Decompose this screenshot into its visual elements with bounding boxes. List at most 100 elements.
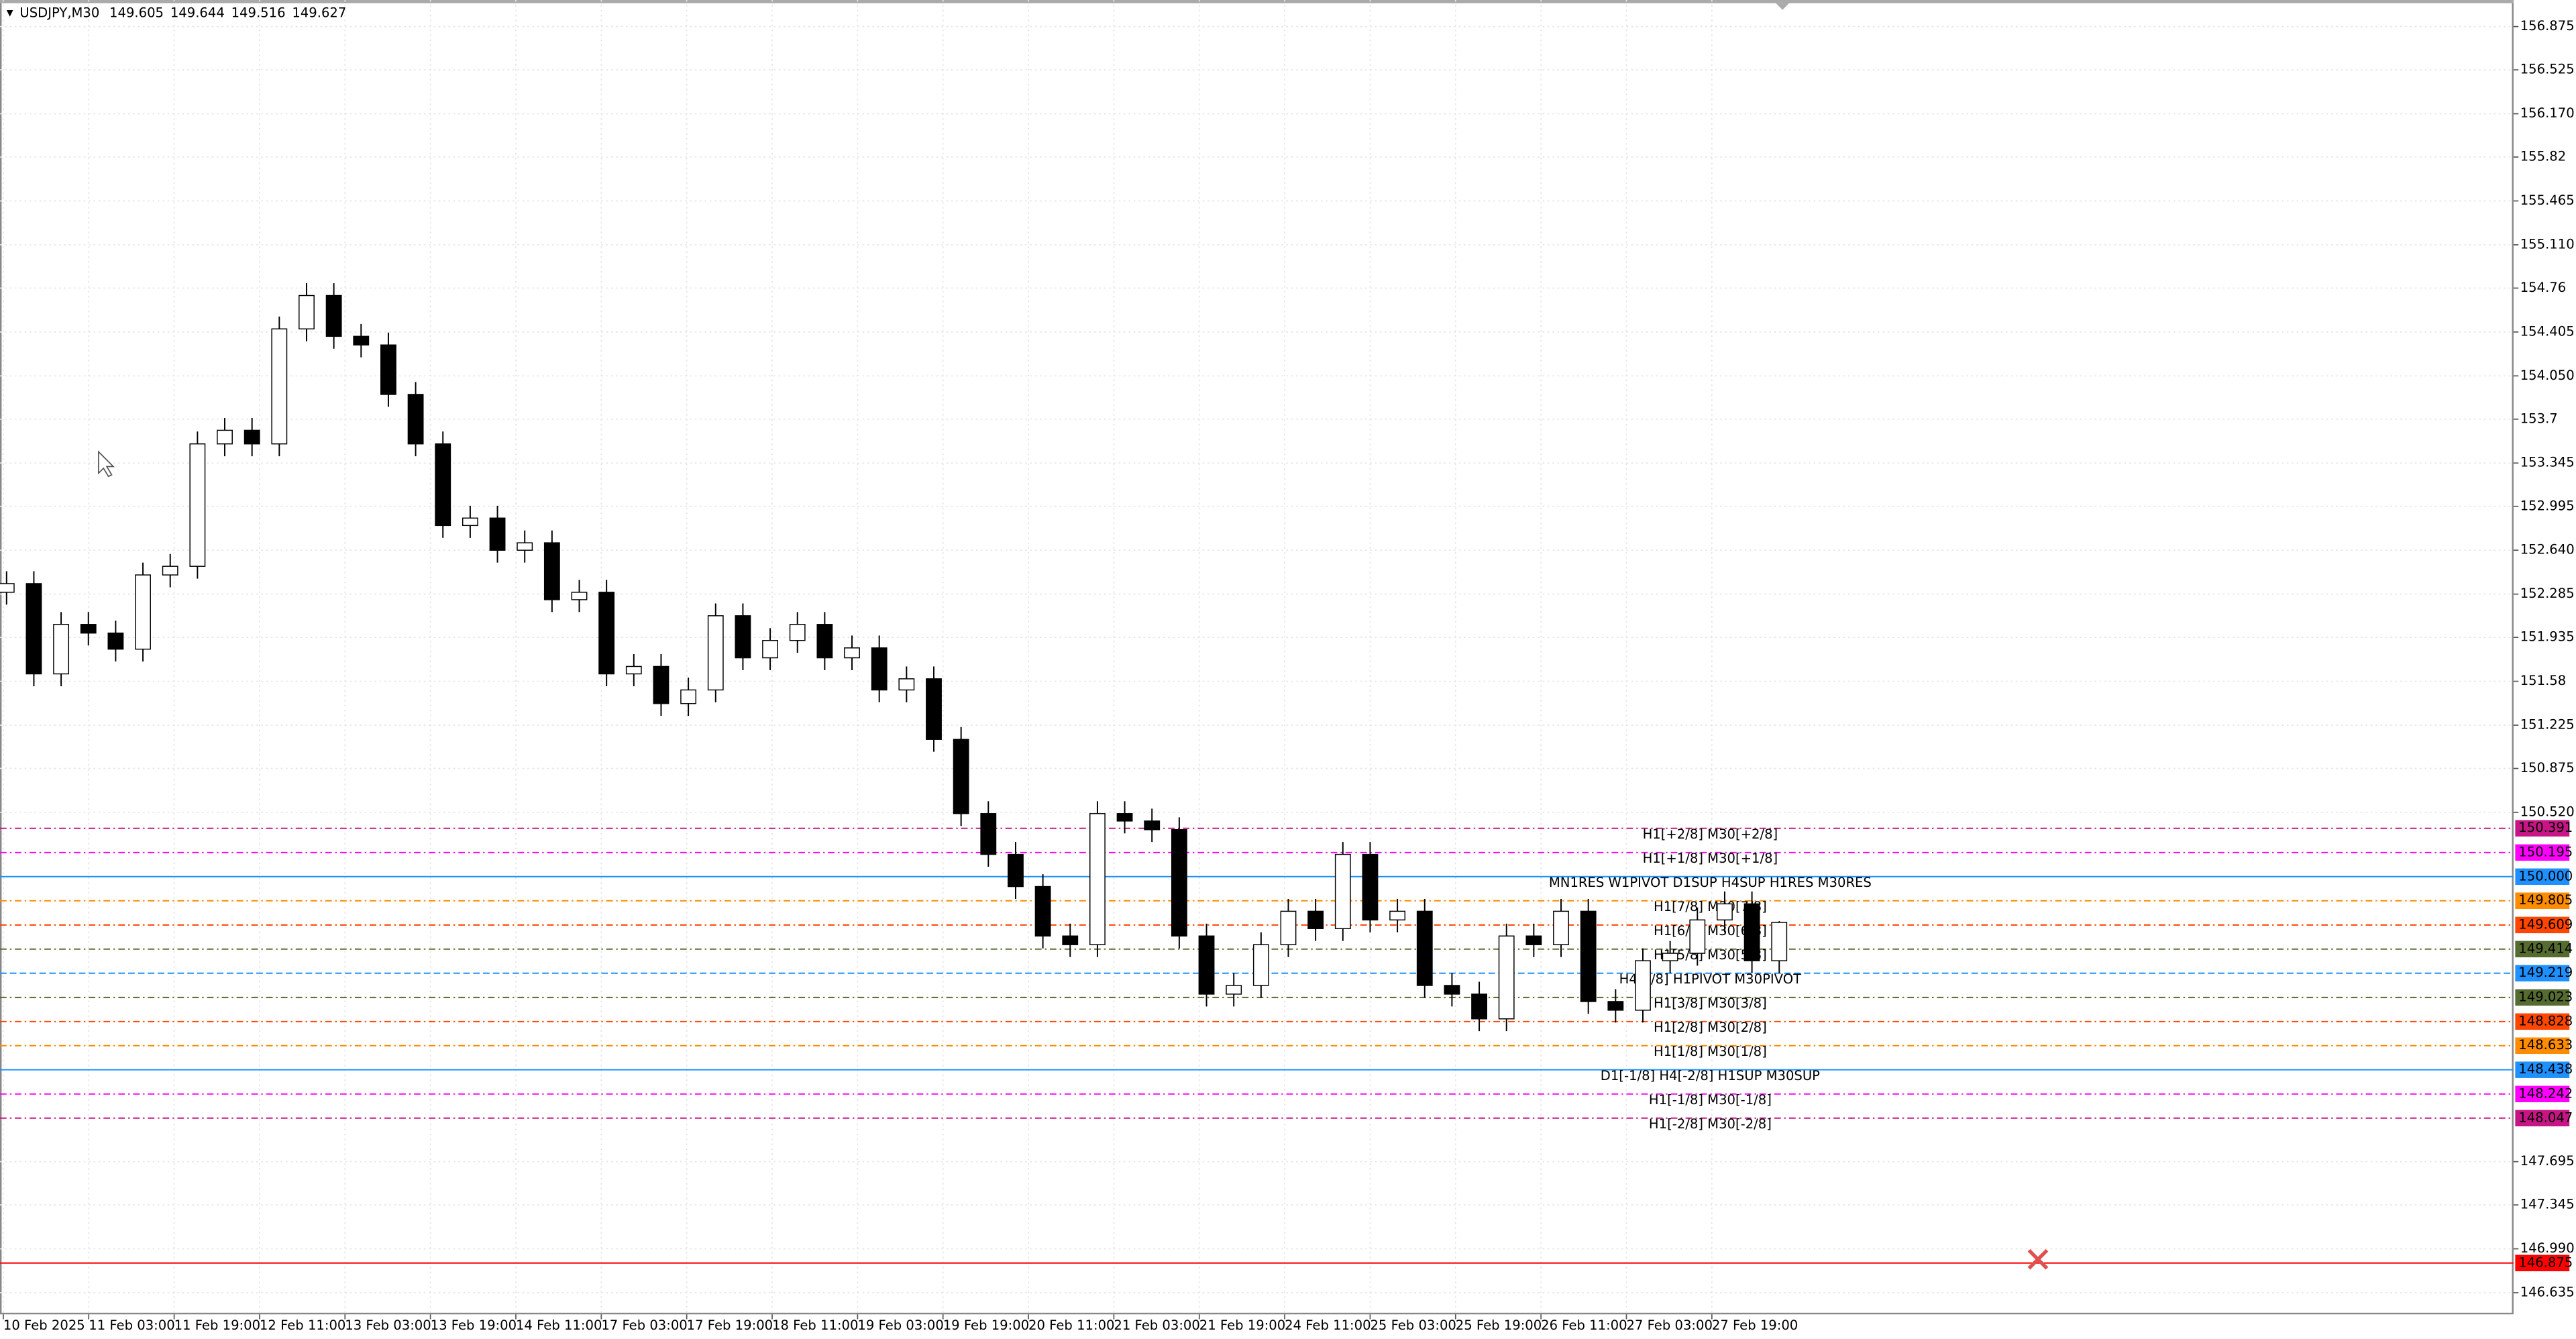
candle-body — [1252, 944, 1269, 986]
candle-body — [1307, 910, 1324, 929]
candle-body — [1416, 910, 1433, 986]
axes: 156.875 156.525 156.170 155.82 155.465 155.11… — [3, 18, 2575, 1333]
price-badge-label: 148.242 — [2518, 1085, 2573, 1101]
candle-body — [1280, 910, 1297, 945]
price-badge-label: 148.828 — [2518, 1013, 2573, 1028]
price-badge — [2515, 820, 2570, 837]
candle-body — [898, 678, 915, 691]
candle-body — [217, 429, 233, 445]
y-tick-label: 153.7 — [2520, 411, 2558, 426]
candles — [0, 283, 1788, 1032]
x-tick-label: 21 Feb 03:00 — [1114, 1318, 1199, 1333]
y-tick-label: 154.405 — [2520, 323, 2575, 339]
level-label: H1[-1/8] M30[-1/8] — [1649, 1092, 1772, 1108]
price-badge — [2515, 916, 2570, 934]
candle-body — [789, 624, 806, 641]
price-badge-label: 148.633 — [2518, 1037, 2573, 1053]
price-badge-label: 150.000 — [2518, 868, 2573, 883]
candle-body — [1471, 994, 1487, 1020]
candle-body — [135, 574, 151, 650]
level-label: H1[6/8] M30[6/8] — [1654, 923, 1767, 939]
candle-body — [1525, 935, 1542, 945]
x-tick-label: 20 Feb 11:00 — [1028, 1318, 1114, 1333]
candle-body — [1689, 919, 1706, 954]
price-badge — [2515, 844, 2570, 861]
y-tick-label: 150.875 — [2520, 760, 2575, 775]
price-badge-label: 149.609 — [2518, 916, 2573, 932]
candle-body — [844, 647, 860, 659]
candle-body — [762, 640, 778, 659]
close-marker[interactable] — [2027, 1248, 2049, 1270]
candle-body — [571, 592, 588, 600]
candle-body — [1580, 910, 1597, 1002]
candle-body — [517, 542, 533, 551]
header-arrow: ▾ — [7, 5, 13, 20]
candle-body — [980, 813, 997, 855]
level-label: H1[+1/8] M30[+1/8] — [1643, 851, 1778, 866]
price-badge — [2515, 1061, 2570, 1078]
candle-body — [1144, 820, 1161, 831]
candle-body — [653, 665, 669, 704]
price-badge — [2515, 1254, 2570, 1272]
level-label: D1[-1/8] H4[-2/8] H1SUP M30SUP — [1601, 1068, 1820, 1083]
level-label: H1[+2/8] M30[+2/8] — [1643, 826, 1778, 842]
price-badge-label: 148.047 — [2518, 1110, 2573, 1125]
level-label: H1[-2/8] M30[-2/8] — [1649, 1116, 1772, 1132]
candle-body — [489, 517, 506, 551]
x-tick-label: 19 Feb 19:00 — [943, 1318, 1029, 1333]
price-badge — [2515, 941, 2570, 958]
price-badge-label: 149.219 — [2518, 965, 2573, 980]
x-tick-label: 25 Feb 19:00 — [1456, 1318, 1542, 1333]
y-tick-label: 147.695 — [2520, 1153, 2575, 1169]
y-tick-label: 154.050 — [2520, 368, 2575, 383]
x-tick-label: 17 Feb 19:00 — [687, 1318, 773, 1333]
candle-body — [1717, 903, 1733, 921]
candle-body — [1362, 853, 1379, 921]
x-tick-label: 12 Feb 11:00 — [260, 1318, 345, 1333]
price-badge-label: 150.391 — [2518, 820, 2573, 835]
price-badge-label: 148.438 — [2518, 1061, 2573, 1077]
price-badge — [2515, 1037, 2570, 1054]
candle-body — [380, 344, 396, 395]
candle-body — [598, 592, 615, 675]
candle-body — [1171, 829, 1187, 936]
price-badge — [2515, 965, 2570, 981]
candle-body — [244, 429, 260, 445]
quote-low: 149.516 — [231, 5, 286, 20]
candle-body — [407, 394, 424, 445]
price-badge — [2515, 892, 2570, 909]
level-label: H1[5/8] M30[5/8] — [1654, 947, 1767, 963]
x-tick-label: 21 Feb 19:00 — [1199, 1318, 1285, 1333]
level-label: MN1RES W1PIVOT D1SUP H4SUP H1RES M30RES — [1549, 875, 1872, 890]
candle-body — [1334, 853, 1351, 929]
y-tick-label: 151.225 — [2520, 717, 2575, 733]
y-tick-label: 155.465 — [2520, 193, 2575, 208]
level-label: H4[1/8] H1PIVOT M30PIVOT — [1619, 971, 1802, 987]
candle-body — [625, 665, 642, 675]
x-tick-label: 11 Feb 03:00 — [89, 1318, 174, 1333]
candle-body — [1389, 910, 1406, 921]
y-tick-label: 152.995 — [2520, 498, 2575, 513]
x-tick-label: 24 Feb 11:00 — [1285, 1318, 1371, 1333]
candle-body — [680, 689, 697, 704]
candle-body — [80, 624, 97, 634]
x-tick-label: 27 Feb 03:00 — [1626, 1318, 1712, 1333]
candle-body — [1062, 935, 1079, 945]
candle-body — [543, 542, 560, 600]
x-tick-label: 13 Feb 19:00 — [431, 1318, 517, 1333]
candle-body — [735, 615, 751, 659]
candle-body — [1498, 935, 1515, 1020]
price-badge — [2515, 1110, 2570, 1127]
price-badge-label: 149.023 — [2518, 989, 2573, 1004]
level-label: H1[7/8] M30[7/8] — [1654, 899, 1767, 914]
mouse-cursor — [98, 450, 115, 478]
candle-body — [0, 583, 15, 593]
price-badge-label: 149.414 — [2518, 941, 2573, 956]
x-tick-label: 14 Feb 11:00 — [516, 1318, 602, 1333]
price-badge — [2515, 1013, 2570, 1030]
x-tick-label: 25 Feb 03:00 — [1370, 1318, 1456, 1333]
candle-body — [271, 328, 288, 445]
candle-body — [462, 517, 478, 527]
